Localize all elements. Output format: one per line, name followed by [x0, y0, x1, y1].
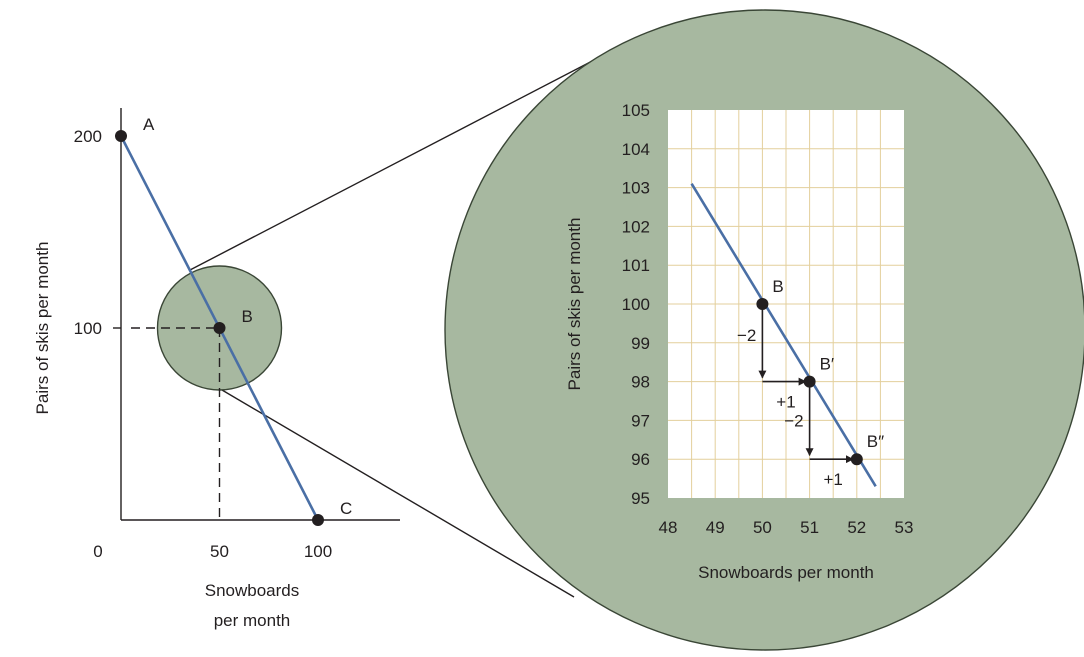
zoom-connector-top [189, 57, 599, 271]
zoom-point-label-3: B″ [867, 432, 884, 451]
zoomed-steps: −2+1−2+1 [737, 304, 854, 489]
zoom-point-1 [756, 298, 769, 310]
zoomed-points: B B′ B″ [756, 277, 884, 466]
left-point-label-b: B [242, 307, 253, 326]
origin-label: 0 [93, 542, 102, 561]
zoomed-y-axis-label: Pairs of skis per month [565, 218, 584, 391]
left-y-axis-label: Pairs of skis per month [33, 242, 52, 415]
zoom-step-label: +1 [824, 470, 843, 489]
zoom-y-tick-label: 99 [631, 334, 650, 353]
zoom-x-tick-label: 51 [800, 518, 819, 537]
left-y-tick-label: 100 [74, 319, 102, 338]
zoom-y-tick-label: 101 [622, 256, 650, 275]
zoomed-tick-labels: 48 49 50 51 52 53 95 96 97 98 99 100 101 102 103 104 105 [622, 101, 914, 537]
left-y-tick-label: 200 [74, 127, 102, 146]
zoom-point-label-1: B [772, 277, 783, 296]
zoom-step-label: −2 [784, 411, 803, 430]
zoom-point-label-2: B′ [820, 355, 835, 374]
zoom-y-tick-label: 97 [631, 411, 650, 430]
left-x-axis-label-line2: per month [214, 611, 291, 630]
zoom-y-tick-label: 104 [622, 140, 650, 159]
zoom-y-tick-label: 102 [622, 217, 650, 236]
zoom-y-tick-label: 95 [631, 489, 650, 508]
zoomed-chart: −2+1−2+1 BB′B″ 48 49 50 51 52 539596979899100… [565, 101, 913, 582]
left-point-b [213, 322, 226, 334]
left-point-label-a: A [143, 115, 155, 134]
left-points: A B C [115, 115, 352, 526]
zoom-y-tick-label: 105 [622, 101, 650, 120]
zoom-step-label: −2 [737, 326, 756, 345]
left-chart: A B C 50 100 100 200 0 Snowboards per month P… [33, 108, 400, 630]
zoom-connector-bottom [221, 389, 575, 598]
zoom-y-tick-label: 100 [622, 295, 650, 314]
zoom-x-tick-label: 49 [706, 518, 725, 537]
zoom-y-tick-label: 96 [631, 450, 650, 469]
zoom-y-tick-label: 103 [622, 179, 650, 198]
zoom-step-label: +1 [776, 393, 795, 412]
left-x-tick-label: 100 [304, 542, 332, 561]
zoom-x-tick-label: 50 [753, 518, 772, 537]
zoom-x-tick-label: 52 [847, 518, 866, 537]
zoom-x-tick-label: 48 [659, 518, 678, 537]
left-point-c [312, 514, 324, 526]
left-point-label-c: C [340, 499, 352, 518]
left-x-tick-label: 50 [210, 542, 229, 561]
zoom-point-3 [850, 453, 863, 466]
zoom-y-tick-label: 98 [631, 373, 650, 392]
zoom-point-2 [803, 375, 816, 388]
zoom-x-tick-label: 53 [895, 518, 914, 537]
zoomed-x-axis-label: Snowboards per month [698, 563, 874, 582]
left-point-a [115, 130, 127, 142]
zoomed-series-line [690, 183, 877, 488]
left-x-axis-label-line1: Snowboards [205, 581, 300, 600]
left-tick-labels: 50 100 100 200 [74, 127, 333, 561]
